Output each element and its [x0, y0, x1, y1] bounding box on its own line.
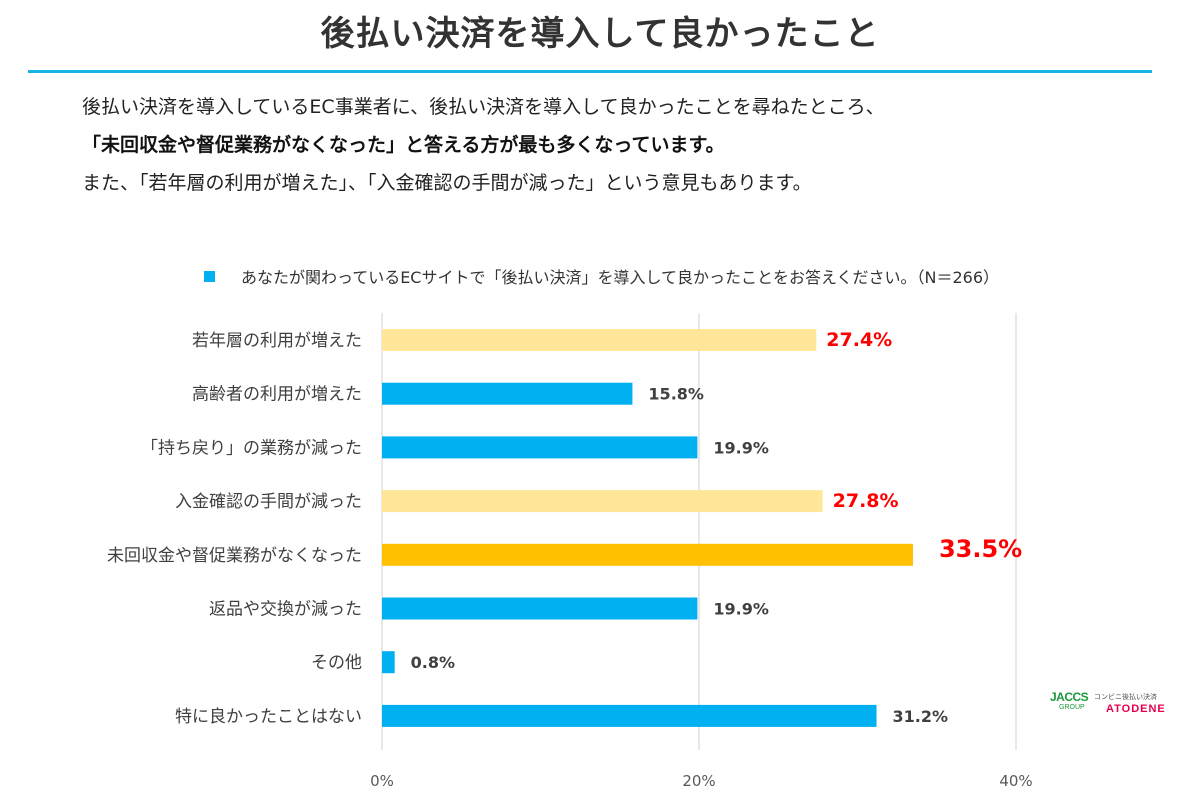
page-title: 後払い決済を導入して良かったこと: [320, 14, 880, 54]
intro-line-1: 後払い決済を導入しているEC事業者に、後払い決済を導入して良かったことを尋ねたと…: [82, 96, 885, 118]
intro-text: 後払い決済を導入しているEC事業者に、後払い決済を導入して良かったことを尋ねたと…: [82, 88, 1162, 202]
bar: [382, 704, 877, 727]
title-underline: [28, 70, 1152, 73]
bar: [382, 543, 913, 566]
category-label: 若年層の利用が増えた: [192, 331, 362, 351]
category-label: 返品や交換が減った: [209, 600, 362, 620]
data-label: 15.8%: [648, 385, 704, 404]
data-label: 31.2%: [893, 707, 949, 726]
bar: [382, 329, 817, 351]
logo-tagline: コンビニ後払い決済: [1094, 693, 1157, 701]
logo-product: ATODENE: [1106, 703, 1166, 715]
category-label: 入金確認の手間が減った: [175, 492, 362, 512]
bar: [382, 651, 395, 674]
chart-legend: あなたが関わっているECサイトで「後払い決済」を導入して良かったことをお答えくだ…: [204, 264, 999, 288]
bar: [382, 490, 823, 513]
logo-group: GROUP: [1059, 704, 1085, 711]
legend-swatch: [204, 270, 215, 282]
logo-brand: JACCS: [1050, 690, 1089, 704]
data-label: 27.8%: [833, 490, 899, 512]
data-label: 33.5%: [939, 535, 1022, 563]
category-label: その他: [311, 653, 362, 673]
data-label: 0.8%: [411, 653, 455, 672]
intro-line-2: 「未回収金や督促業務がなくなった」と答える方が最も多くなっています。: [82, 134, 725, 156]
category-label: 「持ち戻り」の業務が減った: [141, 438, 362, 458]
company-logo: JACCS GROUP コンビニ後払い決済 ATODENE: [1050, 690, 1180, 720]
intro-line-3: また、「若年層の利用が増えた」、「入金確認の手間が減った」という意見もあります。: [82, 172, 812, 194]
bar: [382, 382, 633, 405]
category-label: 高齢者の利用が増えた: [192, 385, 362, 405]
data-label: 19.9%: [713, 600, 769, 619]
bar: [382, 597, 698, 620]
data-label: 19.9%: [713, 438, 769, 457]
data-label: 27.4%: [826, 329, 892, 351]
category-label: 未回収金や督促業務がなくなった: [107, 546, 362, 566]
bar: [382, 436, 698, 459]
legend-label: あなたが関わっているECサイトで「後払い決済」を導入して良かったことをお答えくだ…: [241, 268, 1000, 287]
x-tick-label: 20%: [682, 772, 715, 790]
x-tick-label: 40%: [999, 772, 1032, 790]
category-label: 特に良かったことはない: [175, 707, 362, 727]
x-tick-label: 0%: [370, 772, 394, 790]
